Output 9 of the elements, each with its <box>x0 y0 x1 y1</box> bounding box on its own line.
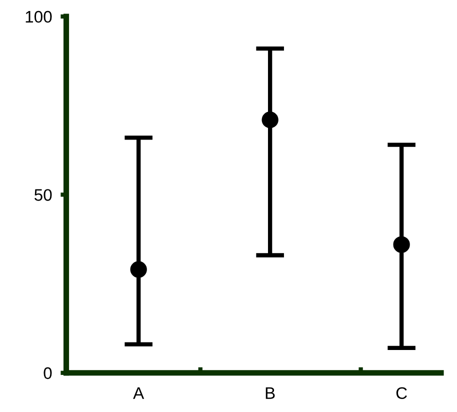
x-tick-label: C <box>396 387 407 399</box>
y-tick-label: 50 <box>34 189 52 201</box>
point <box>262 111 278 128</box>
point <box>393 236 410 253</box>
y-tick-label: 100 <box>26 10 52 23</box>
x-tick-label: B <box>266 387 275 399</box>
y-tick-label: 0 <box>44 367 52 380</box>
x-tick-label: A <box>133 387 144 399</box>
point <box>130 261 147 278</box>
